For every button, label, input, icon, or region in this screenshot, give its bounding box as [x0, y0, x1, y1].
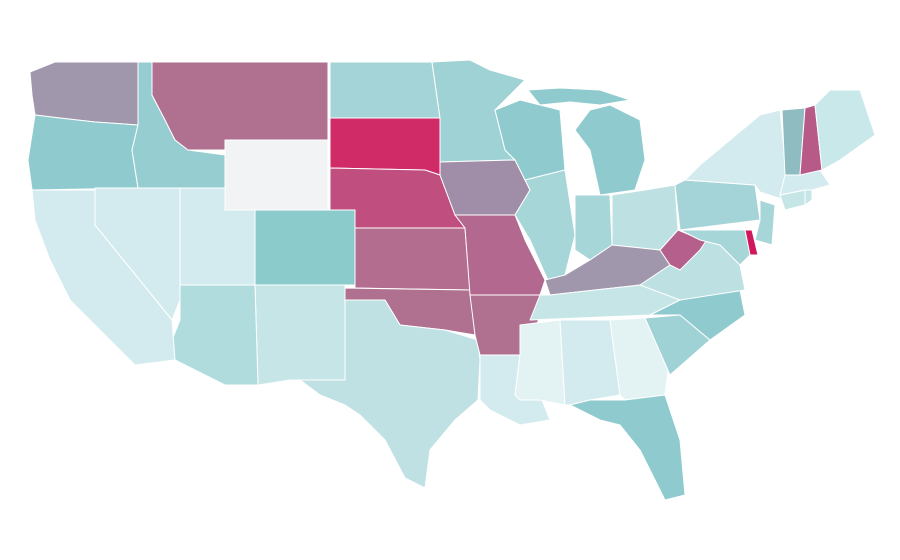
state [29, 61, 139, 126]
state [171, 284, 259, 386]
state [329, 117, 441, 176]
state [527, 87, 646, 196]
state [744, 229, 759, 256]
state [354, 227, 471, 291]
state [454, 214, 546, 296]
state [254, 209, 356, 286]
state [439, 159, 531, 216]
state [559, 319, 621, 406]
state [611, 184, 679, 251]
state [224, 139, 329, 211]
state [684, 109, 786, 201]
state [674, 179, 761, 231]
state [804, 189, 813, 206]
state [814, 89, 876, 171]
state [254, 284, 346, 386]
state [151, 61, 329, 151]
state [27, 114, 139, 191]
state [754, 199, 776, 246]
state [569, 394, 686, 501]
state [659, 229, 711, 271]
state [329, 61, 441, 119]
state [514, 319, 566, 406]
state [31, 189, 176, 366]
